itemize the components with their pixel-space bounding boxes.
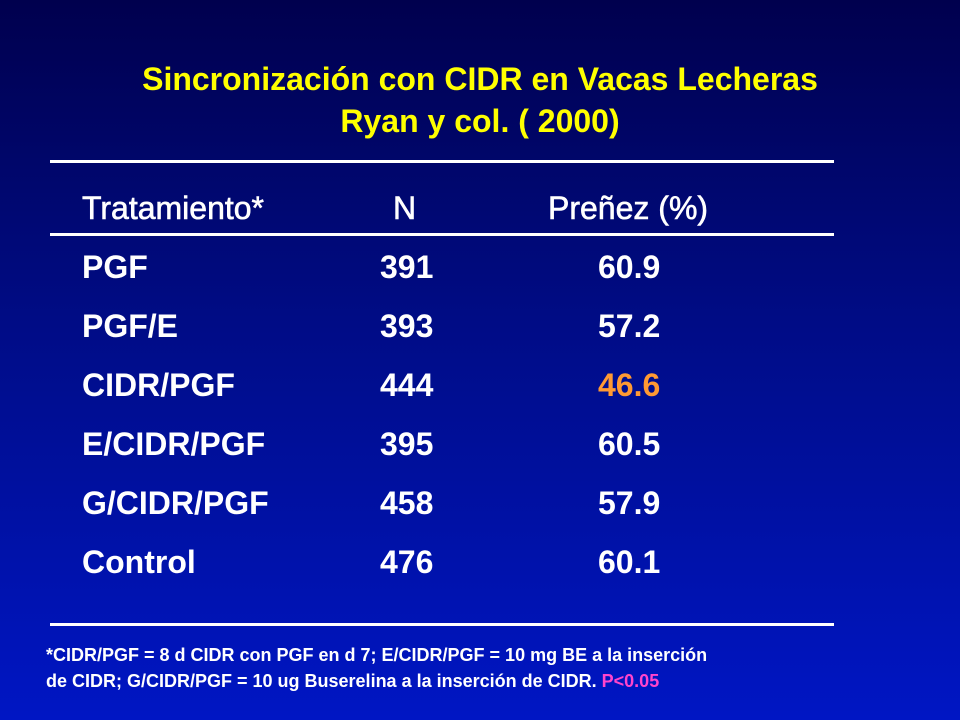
slide-title-line-1: Sincronización con CIDR en Vacas Lechera… bbox=[142, 61, 818, 97]
header-n: N bbox=[393, 190, 417, 227]
slide-title: Sincronización con CIDR en Vacas Lechera… bbox=[0, 58, 960, 142]
row-4-treatment: E/CIDR/PGF bbox=[82, 426, 266, 462]
row-3-n: 444 bbox=[380, 367, 434, 403]
header-treatment: Tratamiento* bbox=[82, 190, 265, 227]
table-top-rule bbox=[50, 160, 834, 163]
row-2-pregnancy: 57.2 bbox=[598, 308, 661, 344]
footnote: *CIDR/PGF = 8 d CIDR con PGF en d 7; E/C… bbox=[46, 642, 946, 694]
footnote-line-2: de CIDR; G/CIDR/PGF = 10 ug Buserelina a… bbox=[46, 668, 946, 694]
header-pregnancy: Preñez (%) bbox=[548, 190, 709, 227]
row-4-pregnancy: 60.5 bbox=[598, 426, 661, 462]
footnote-line-1: *CIDR/PGF = 8 d CIDR con PGF en d 7; E/C… bbox=[46, 645, 708, 665]
row-1-pregnancy: 60.9 bbox=[598, 249, 661, 285]
row-3-pregnancy-highlighted: 46.6 bbox=[598, 367, 661, 403]
row-6-treatment: Control bbox=[82, 544, 196, 580]
row-3-treatment: CIDR/PGF bbox=[82, 367, 235, 403]
row-2-n: 393 bbox=[380, 308, 434, 344]
row-1-treatment: PGF bbox=[82, 249, 148, 285]
row-4-n: 395 bbox=[380, 426, 434, 462]
footnote-p-value: P<0.05 bbox=[601, 671, 660, 691]
row-1-n: 391 bbox=[380, 249, 434, 285]
row-6-pregnancy: 60.1 bbox=[598, 544, 661, 580]
table-bottom-rule bbox=[50, 623, 834, 626]
row-5-pregnancy: 57.9 bbox=[598, 485, 661, 521]
row-6-n: 476 bbox=[380, 544, 434, 580]
table-header-rule bbox=[50, 233, 834, 236]
footnote-line-2-text: de CIDR; G/CIDR/PGF = 10 ug Buserelina a… bbox=[46, 671, 597, 691]
row-5-treatment: G/CIDR/PGF bbox=[82, 485, 269, 521]
row-5-n: 458 bbox=[380, 485, 434, 521]
slide-title-line-2: Ryan y col. ( 2000) bbox=[340, 103, 620, 139]
row-2-treatment: PGF/E bbox=[82, 308, 179, 344]
